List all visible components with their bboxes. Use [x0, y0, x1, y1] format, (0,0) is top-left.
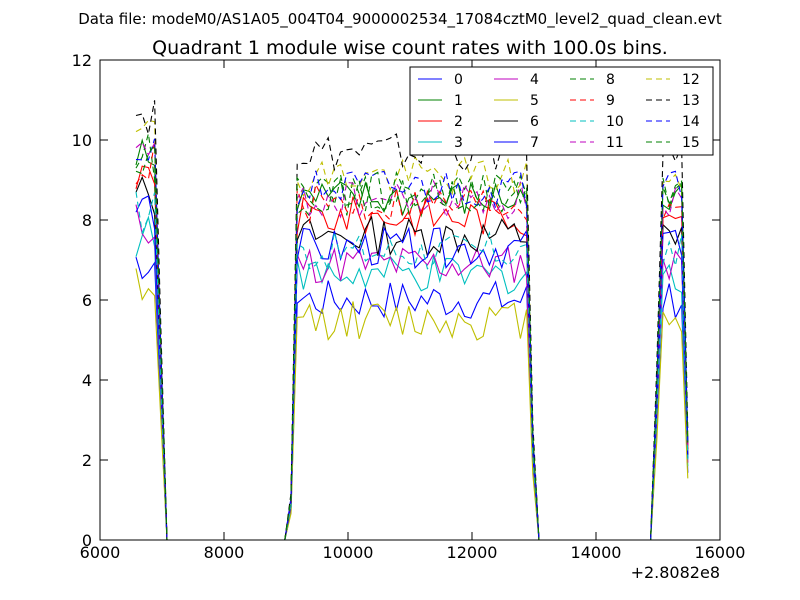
x-tick-label: 12000	[447, 543, 498, 562]
series-line-14	[135, 138, 689, 541]
series-line-6	[135, 175, 689, 541]
legend-label-0: 0	[454, 72, 463, 88]
legend-label-8: 8	[606, 72, 615, 88]
series-line-11	[135, 141, 689, 541]
legend-label-9: 9	[606, 93, 615, 109]
series-line-3	[135, 215, 689, 541]
y-tick-label: 8	[82, 211, 92, 230]
series-line-7	[135, 195, 689, 541]
series-line-5	[135, 268, 689, 541]
series-line-15	[135, 143, 689, 541]
x-tick-label: 10000	[323, 543, 374, 562]
legend-label-14: 14	[682, 114, 700, 130]
legend-label-2: 2	[454, 114, 463, 130]
y-tick-label: 0	[82, 531, 92, 550]
legend-label-10: 10	[606, 114, 624, 130]
x-tick-label: 16000	[695, 543, 746, 562]
x-offset-label: +2.8082e8	[631, 563, 720, 582]
series-line-2	[135, 165, 689, 541]
y-tick-label: 12	[72, 51, 92, 70]
legend-label-1: 1	[454, 93, 463, 109]
x-tick-label: 14000	[571, 543, 622, 562]
plot-lines	[135, 100, 689, 541]
y-tick-label: 2	[82, 451, 92, 470]
legend-label-4: 4	[530, 72, 539, 88]
chart-title: Quadrant 1 module wise count rates with …	[152, 37, 668, 59]
series-line-0	[135, 256, 689, 541]
legend-label-11: 11	[606, 135, 624, 151]
y-tick-label: 4	[82, 371, 92, 390]
legend-label-7: 7	[530, 135, 539, 151]
series-line-8	[135, 133, 689, 541]
x-tick-label: 6000	[80, 543, 121, 562]
chart-suptitle: Data file: modeM0/AS1A05_004T04_90000025…	[78, 10, 722, 29]
y-tick-label: 10	[72, 131, 92, 150]
legend-label-13: 13	[682, 93, 700, 109]
x-tick-label: 8000	[204, 543, 245, 562]
legend-label-15: 15	[682, 135, 700, 151]
legend-label-5: 5	[530, 93, 539, 109]
legend-label-12: 12	[682, 72, 700, 88]
legend-label-3: 3	[454, 135, 463, 151]
legend-box	[409, 66, 714, 156]
series-line-1	[135, 138, 689, 541]
series-line-4	[135, 204, 689, 541]
series-line-10	[135, 191, 689, 541]
y-tick-label: 6	[82, 291, 92, 310]
legend-label-6: 6	[530, 114, 539, 130]
